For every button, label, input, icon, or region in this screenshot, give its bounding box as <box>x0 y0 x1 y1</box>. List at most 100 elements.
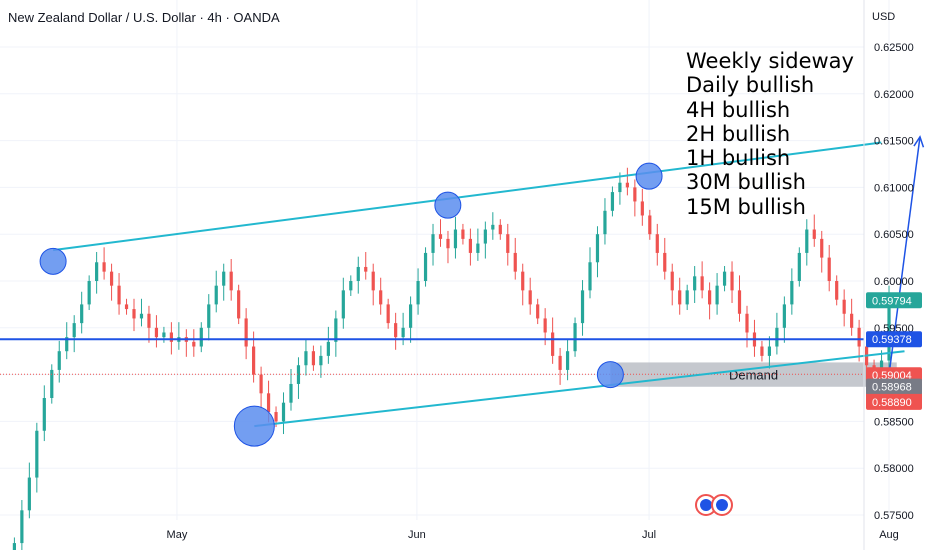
candle-body <box>95 262 99 281</box>
time-tick-label: Aug <box>879 529 899 541</box>
candle-body <box>655 234 659 253</box>
annotation-line: Weekly sideway <box>686 49 854 73</box>
candle-body <box>169 332 173 342</box>
candle-body <box>797 252 801 281</box>
price-tick-label: 0.62000 <box>874 89 914 101</box>
demand-zone-label: Demand <box>729 368 778 383</box>
candle-body <box>663 252 667 272</box>
price-tick-label: 0.61500 <box>874 136 914 148</box>
candle-body <box>491 224 495 230</box>
candle-body <box>790 281 794 305</box>
candle-body <box>685 290 689 305</box>
annotation-line: Daily bullish <box>686 73 815 98</box>
time-tick-label: Jul <box>642 529 656 541</box>
candle-body <box>281 402 286 422</box>
candle-body <box>850 313 854 328</box>
candle-body <box>625 182 629 188</box>
candle-body <box>341 290 345 319</box>
candle-body <box>326 341 330 356</box>
candle-body <box>722 271 727 286</box>
candle-body <box>633 187 637 202</box>
pivot-marker[interactable] <box>39 247 67 275</box>
projection-arrowhead <box>913 135 925 148</box>
candle-body <box>588 262 592 291</box>
candle-body <box>595 234 600 263</box>
candle-body <box>289 383 293 403</box>
candle-body <box>207 304 211 328</box>
candle-body <box>229 271 233 291</box>
candle-body <box>513 252 517 272</box>
candle-body <box>730 271 734 291</box>
price-badge-label: 0.59378 <box>872 334 912 346</box>
candle-body <box>431 234 435 253</box>
price-badge-label: 0.59794 <box>872 295 912 307</box>
candle-body <box>461 229 465 239</box>
candle-body <box>857 327 861 347</box>
candle-body <box>27 477 31 511</box>
candle-body <box>610 192 615 211</box>
candle-body <box>124 304 129 310</box>
time-axis[interactable]: May Jun Jul Aug <box>167 529 899 541</box>
candle-body <box>139 313 144 319</box>
pivot-marker[interactable] <box>233 405 275 447</box>
candle-body <box>618 182 622 193</box>
candle-body <box>760 346 764 356</box>
price-tick-label: 0.61000 <box>874 182 914 194</box>
channel-lower-line[interactable] <box>254 350 905 428</box>
candle-body <box>162 332 166 338</box>
candle-body <box>580 290 585 324</box>
candle-body <box>745 313 749 333</box>
channel-upper-line[interactable] <box>52 141 882 252</box>
candle-body <box>416 281 420 305</box>
candle-body <box>468 238 472 253</box>
candle-body <box>117 285 121 305</box>
price-badge <box>866 378 922 395</box>
candle-body <box>558 355 562 370</box>
candle-body <box>356 266 360 281</box>
currency-label[interactable]: USD <box>872 11 896 23</box>
price-tick-label: 0.60500 <box>874 229 914 241</box>
candle-body <box>835 281 839 300</box>
us-flag-event-icon-inner <box>700 499 712 511</box>
candle-body <box>12 543 16 550</box>
price-badges: 0.597940.593780.5900401:52:350.589680.58… <box>866 292 922 410</box>
annotation-line: 15M bullish <box>686 194 806 219</box>
pivot-marker[interactable] <box>596 361 624 389</box>
candles <box>12 167 891 550</box>
candle-body <box>805 229 809 253</box>
price-tick-label: 0.57500 <box>874 510 914 522</box>
pivot-markers[interactable] <box>39 162 663 447</box>
candle-body <box>364 266 368 272</box>
candle-body <box>154 327 159 338</box>
candle-body <box>237 290 241 319</box>
candle-body <box>252 346 256 375</box>
candle-body <box>379 290 383 305</box>
analysis-annotation: Weekly sideway Daily bullish 4H bullish … <box>686 49 854 219</box>
candle-body <box>274 412 278 422</box>
candle-body <box>670 271 674 291</box>
candle-body <box>147 313 151 328</box>
candle-body <box>737 290 742 314</box>
annotation-line: 30M bullish <box>686 170 806 195</box>
candle-body <box>543 318 547 333</box>
candle-body <box>20 510 24 544</box>
candle-body <box>244 318 248 347</box>
pivot-marker[interactable] <box>434 191 462 219</box>
candle-body <box>386 304 390 324</box>
time-tick-label: Jun <box>408 529 426 541</box>
candle-body <box>266 393 271 413</box>
candle-body <box>109 271 114 286</box>
candle-body <box>887 300 891 361</box>
candle-body <box>304 351 308 366</box>
candle-body <box>50 369 54 398</box>
candle-body <box>438 234 443 239</box>
candle-body <box>648 215 652 235</box>
pivot-marker[interactable] <box>635 162 663 190</box>
candle-body <box>42 398 46 431</box>
candle-body <box>521 271 525 291</box>
event-icons[interactable] <box>695 494 733 516</box>
price-axis[interactable]: 0.62500 0.62000 0.61500 0.61000 0.60500 0.600… <box>874 42 914 522</box>
candle-body <box>259 374 263 394</box>
candle-body <box>214 285 218 305</box>
